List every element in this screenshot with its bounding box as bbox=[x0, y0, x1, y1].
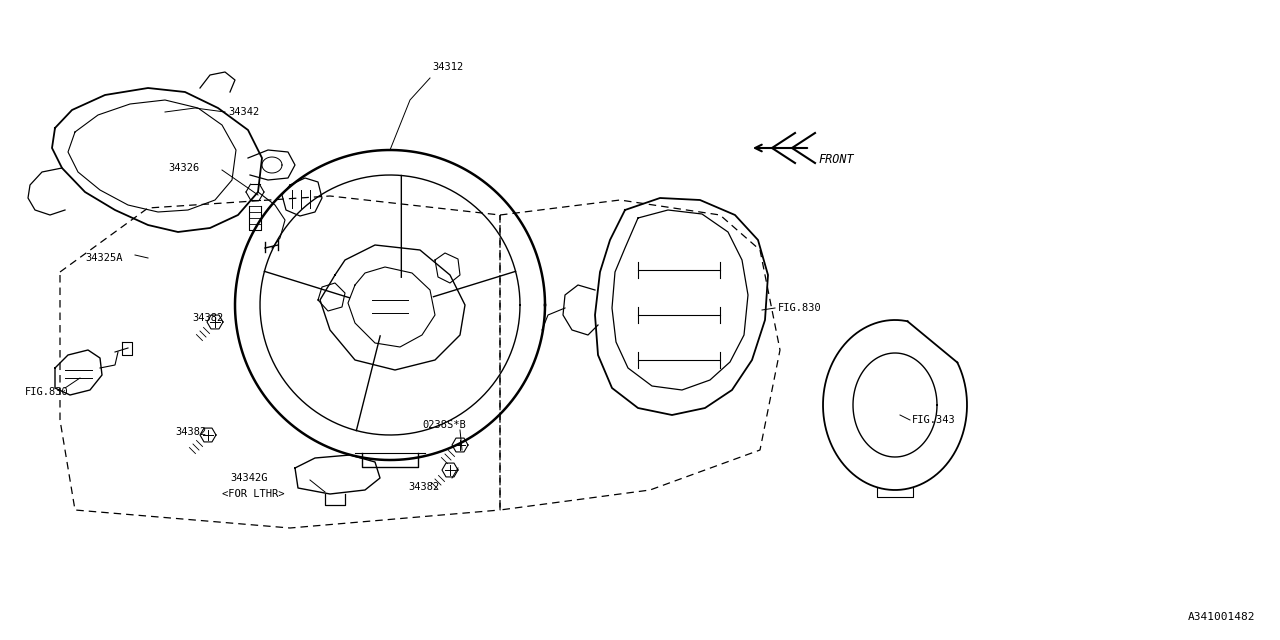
Text: 34312: 34312 bbox=[433, 62, 463, 72]
Text: A341001482: A341001482 bbox=[1188, 612, 1254, 622]
Text: 34382: 34382 bbox=[175, 427, 206, 437]
Text: 34342: 34342 bbox=[228, 107, 260, 117]
Text: 34382: 34382 bbox=[192, 313, 223, 323]
Text: 0238S*B: 0238S*B bbox=[422, 420, 466, 430]
Text: FIG.830: FIG.830 bbox=[778, 303, 822, 313]
Text: <FOR LTHR>: <FOR LTHR> bbox=[221, 489, 284, 499]
Text: FIG.343: FIG.343 bbox=[911, 415, 956, 425]
Text: FRONT: FRONT bbox=[818, 153, 854, 166]
Text: 34325A: 34325A bbox=[84, 253, 123, 263]
Text: 34382: 34382 bbox=[408, 482, 439, 492]
Text: 34342G: 34342G bbox=[230, 473, 268, 483]
Text: FIG.830: FIG.830 bbox=[26, 387, 69, 397]
Text: 34326: 34326 bbox=[168, 163, 200, 173]
